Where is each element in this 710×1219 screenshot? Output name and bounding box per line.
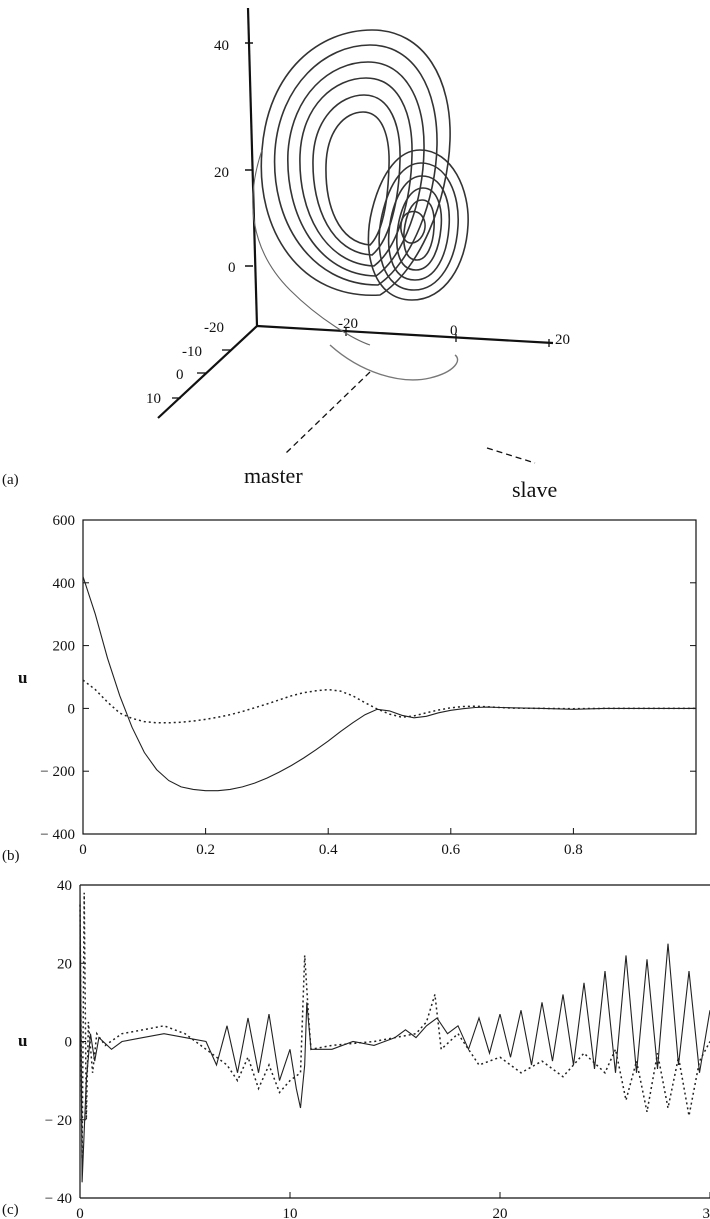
x-tick-label: 20 <box>493 1206 508 1219</box>
y-ticks <box>172 349 231 399</box>
panel-label-c: (c) <box>2 1202 19 1218</box>
series-line-solid <box>82 576 696 792</box>
x-tick-label: 0 <box>76 1206 84 1219</box>
y-tick-label: -10 <box>182 344 202 360</box>
x-ticks <box>345 328 550 347</box>
panel-c: u (c) 40 20 0 − 20 − 40 0 10 20 30 <box>2 878 710 1219</box>
plot-frame <box>82 519 697 835</box>
legend-slave: slave <box>512 477 557 502</box>
y-tick-label: − 200 <box>40 764 75 780</box>
x-tick-label: 0.2 <box>196 842 215 858</box>
series-line-dotted <box>82 679 696 724</box>
z-tick-label: -20 <box>204 320 224 336</box>
panel-a: 40 20 0 -20 -20 0 20 -10 0 10 <box>2 7 570 502</box>
y-tick-label: − 40 <box>45 1191 72 1207</box>
z-tick-label: 0 <box>228 260 236 276</box>
x-tick-label: 20 <box>555 332 570 348</box>
z-tick-label: 20 <box>214 165 229 181</box>
tick-group: 40 20 0 − 20 − 40 0 10 20 30 <box>45 878 710 1219</box>
series-group <box>79 884 710 1183</box>
y-axis-label: u <box>18 1031 27 1050</box>
series-line-solid <box>79 884 710 1183</box>
panel-label-a: (a) <box>2 472 19 488</box>
panel-label-b: (b) <box>2 848 20 864</box>
attractor-trajectory <box>252 29 469 381</box>
x-tick-label: 10 <box>283 1206 298 1219</box>
series-line-dotted <box>79 892 710 1159</box>
x-tick-label: 30 <box>703 1206 710 1219</box>
y-tick-label: 40 <box>57 878 72 894</box>
y-tick-label: 600 <box>53 513 76 529</box>
y-tick-label: 20 <box>57 956 72 972</box>
x-tick-label: 0 <box>79 842 87 858</box>
y-axis <box>157 325 258 419</box>
x-axis <box>256 324 554 345</box>
y-axis-label: u <box>18 668 27 687</box>
y-tick-label: 0 <box>176 367 184 383</box>
x-tick-label: 0 <box>450 323 458 339</box>
y-tick-label: 10 <box>146 391 161 407</box>
y-tick-label: 400 <box>53 576 76 592</box>
y-tick-label: 200 <box>53 639 76 655</box>
y-tick-label: − 400 <box>40 827 75 843</box>
z-axis <box>246 7 259 327</box>
z-tick-label: 40 <box>214 38 229 54</box>
series-group <box>82 576 696 792</box>
slave-leader-line <box>486 447 536 464</box>
x-tick-label: 0.4 <box>319 842 338 858</box>
y-tick-label: 0 <box>68 701 76 717</box>
y-tick-label: 0 <box>65 1035 73 1051</box>
x-tick-label: 0.8 <box>564 842 583 858</box>
x-tick-label: -20 <box>338 316 358 332</box>
legend-master: master <box>244 463 303 488</box>
y-tick-label: − 20 <box>45 1113 72 1129</box>
z-ticks <box>245 42 253 267</box>
master-leader-line <box>285 371 371 454</box>
x-tick-label: 0.6 <box>441 842 460 858</box>
